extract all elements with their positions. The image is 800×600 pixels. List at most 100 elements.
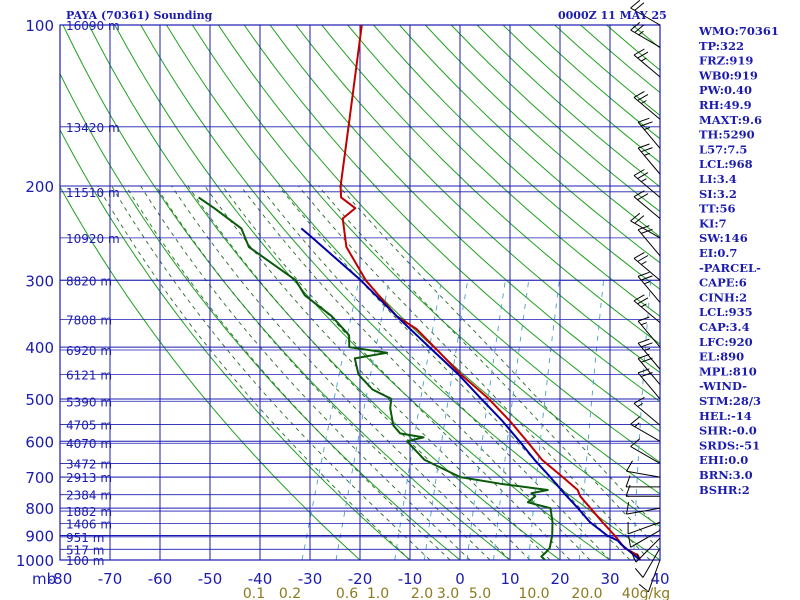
dry-adiabat: [88, 25, 561, 560]
height-label: 1406 m: [66, 518, 112, 532]
height-label: 5390 m: [66, 395, 112, 409]
moist-adiabat: [259, 185, 611, 560]
height-label: 10920 m: [66, 232, 120, 246]
pressure-tick-label: 400: [25, 339, 54, 357]
mixing-ratio-label: 2.0: [411, 586, 433, 600]
temperature-tick-label: -70: [98, 570, 123, 588]
mixing-ratio-line: [301, 280, 360, 560]
wind-barbs: [625, 0, 661, 593]
index-item: EHI:0.0: [699, 453, 748, 467]
mixing-ratio-line: [335, 280, 390, 560]
mixing-ratio-line: [493, 280, 530, 560]
index-item: L57:7.5: [699, 142, 747, 156]
index-item: BRN:3.0: [699, 468, 753, 482]
pressure-tick-label: 1000: [16, 552, 54, 570]
wind-barb: [637, 271, 661, 303]
index-item: LI:3.4: [699, 172, 737, 186]
wind-barb: [634, 547, 661, 578]
wind-barb: [630, 416, 661, 442]
mixing-ratio-label: 10.0: [518, 586, 549, 600]
index-item: FRZ:919: [699, 54, 753, 68]
wind-barb: [630, 0, 661, 26]
mixing-ratio-label: 3.0: [437, 586, 459, 600]
dry-adiabat: [165, 25, 660, 528]
pressure-tick-label: 600: [25, 433, 54, 451]
mixing-ratio-line: [633, 280, 652, 560]
height-label: 11510 m: [66, 186, 120, 200]
pressure-tick-label: 200: [25, 178, 54, 196]
pressure-tick-label: 900: [25, 528, 54, 546]
temperature-tick-label: 30: [600, 570, 619, 588]
wind-barb: [633, 90, 661, 120]
index-item: LCL:935: [699, 305, 753, 319]
wind-barb: [633, 190, 661, 219]
wind-barb: [633, 251, 661, 281]
wind-barb: [637, 143, 661, 175]
dry-adiabat: [114, 25, 611, 560]
series-group: [339, 25, 641, 560]
height-label: 6121 m: [66, 368, 112, 382]
temperature-tick-label: 20: [550, 570, 569, 588]
moist-adiabat: [125, 185, 451, 560]
wind-barb: [633, 48, 661, 78]
chart-title: PAYA (70361) Sounding: [66, 9, 213, 22]
temperature-tick-label: -30: [298, 570, 323, 588]
mixing-ratio-label: 5.0: [469, 586, 491, 600]
series-line: [198, 196, 554, 560]
index-item: PW:0.40: [699, 83, 752, 97]
height-label: 13420 m: [66, 121, 120, 135]
index-item: LFC:920: [699, 335, 753, 349]
wind-barb: [630, 537, 661, 563]
index-item: RH:49.9: [699, 98, 752, 112]
index-item: MPL:810: [699, 364, 757, 378]
height-label: 3472 m: [66, 457, 112, 471]
wind-barb: [627, 521, 661, 535]
mixing-ratio-label: 40g/kg: [622, 586, 670, 600]
wind-barb: [633, 396, 661, 426]
plot-frame: [59, 24, 661, 561]
index-item: MAXT:9.6: [699, 113, 762, 127]
mixing-ratio-label: 20.0: [571, 586, 602, 600]
chart-grid: [59, 24, 661, 561]
wind-barb: [633, 294, 661, 324]
mixing-ratio-label: 1.0: [367, 586, 389, 600]
wind-barb: [628, 529, 661, 548]
wind-barb: [626, 460, 661, 478]
index-item: WB0:919: [698, 68, 758, 82]
index-item: LCL:968: [699, 157, 753, 171]
chart-series: [198, 25, 641, 560]
index-item: TT:56: [699, 202, 736, 216]
index-item: EI:0.7: [699, 246, 737, 260]
height-label: 4070 m: [66, 437, 112, 451]
temperature-tick-label: -80: [48, 570, 73, 588]
pressure-tick-label: 800: [25, 500, 54, 518]
index-item: HEL:-14: [699, 409, 752, 423]
index-item: CAP:3.4: [699, 320, 750, 334]
dry-adiabat: [579, 25, 660, 94]
dry-adiabat: [553, 25, 660, 116]
chart-labels: PAYA (70361) Sounding 0000Z 11 MAY 25 10…: [16, 9, 670, 600]
dry-adiabat: [62, 25, 511, 560]
series-group: [198, 196, 554, 560]
mixing-ratio-label: 0.1: [243, 586, 265, 600]
temperature-tick-label: -10: [398, 570, 423, 588]
height-label: 517 m: [66, 543, 104, 557]
wind-barb: [630, 212, 661, 239]
index-item: SHR:-0.0: [699, 424, 757, 438]
chart-subtitle: 0000Z 11 MAY 25: [558, 9, 667, 22]
wind-barb: [638, 559, 661, 593]
temperature-tick-label: 10: [500, 570, 519, 588]
mixing-ratio-line: [423, 280, 469, 560]
moist-adiabat: [278, 185, 631, 560]
height-label: 16090 m: [66, 19, 120, 33]
pressure-tick-label: 100: [25, 17, 54, 35]
pressure-tick-label: 500: [25, 391, 54, 409]
height-label: 2384 m: [66, 489, 112, 503]
mixing-ratio-line: [394, 280, 442, 560]
index-item: CINH:2: [699, 290, 747, 304]
wind-barb: [625, 475, 661, 488]
index-item: WMO:70361: [698, 24, 779, 38]
index-panel: WMO:70361TP:322FRZ:919WB0:919PW:0.40RH:4…: [698, 24, 779, 497]
temperature-tick-label: 0: [455, 570, 465, 588]
